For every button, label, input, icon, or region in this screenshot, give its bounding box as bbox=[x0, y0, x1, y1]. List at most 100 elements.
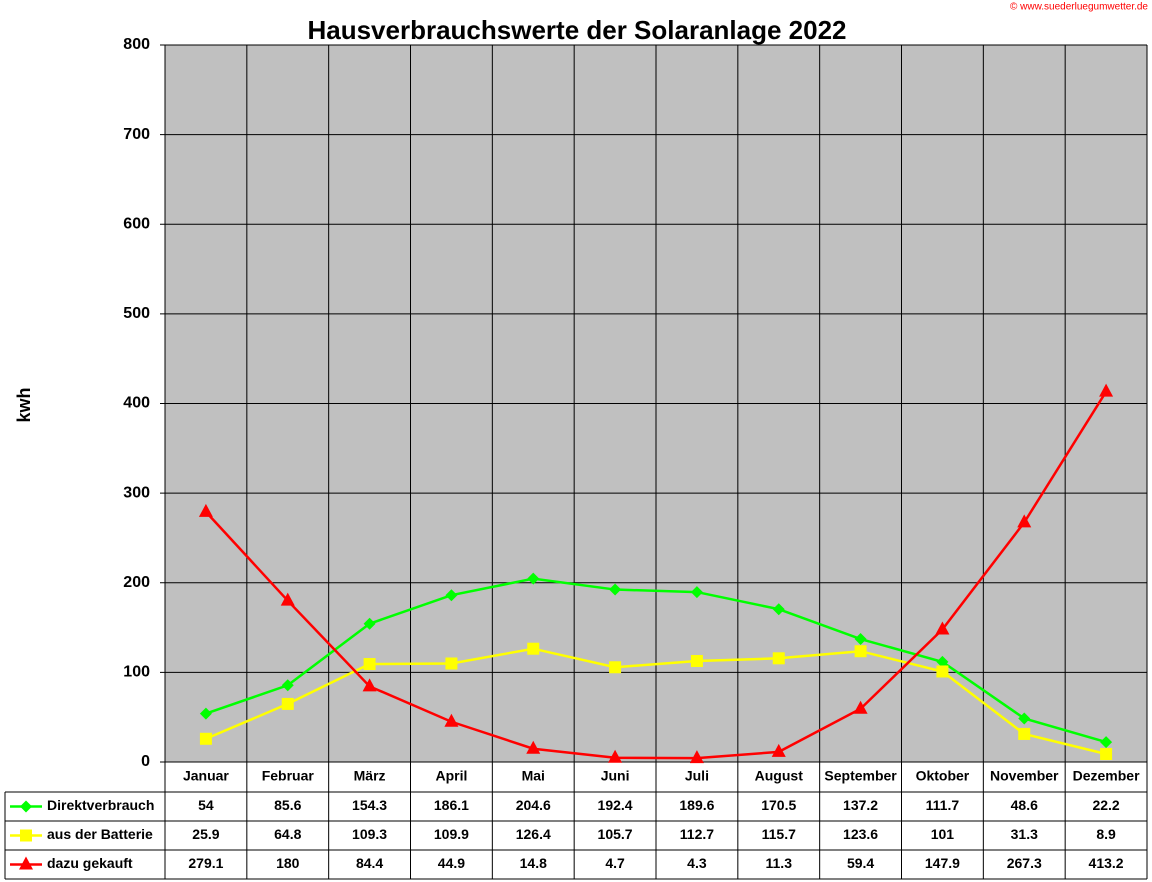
x-tick-label: November bbox=[990, 768, 1059, 784]
data-point bbox=[854, 645, 867, 658]
table-value: 4.3 bbox=[687, 855, 707, 871]
table-value: 109.3 bbox=[352, 826, 387, 842]
data-point bbox=[445, 657, 458, 670]
table-value: 267.3 bbox=[1007, 855, 1042, 871]
data-point bbox=[363, 658, 376, 671]
table-value: 109.9 bbox=[434, 826, 469, 842]
data-point bbox=[444, 713, 459, 727]
table-value: 126.4 bbox=[516, 826, 551, 842]
data-point bbox=[1018, 712, 1031, 725]
table-value: 101 bbox=[931, 826, 955, 842]
table-value: 85.6 bbox=[274, 797, 301, 813]
x-tick-label: August bbox=[755, 768, 804, 784]
table-value: 44.9 bbox=[438, 855, 465, 871]
table-value: 25.9 bbox=[192, 826, 219, 842]
y-tick-label: 700 bbox=[123, 126, 150, 143]
data-point bbox=[608, 749, 623, 763]
data-point bbox=[281, 679, 294, 692]
data-point bbox=[526, 740, 541, 754]
table-value: 105.7 bbox=[598, 826, 633, 842]
table-value: 54 bbox=[198, 797, 214, 813]
x-tick-label: September bbox=[824, 768, 897, 784]
table-value: 189.6 bbox=[679, 797, 714, 813]
table-value: 204.6 bbox=[516, 797, 551, 813]
data-point bbox=[771, 743, 786, 757]
data-point bbox=[199, 707, 212, 720]
table-value: 111.7 bbox=[926, 797, 960, 813]
y-axis-label: kwh bbox=[14, 387, 34, 422]
legend-label: dazu gekauft bbox=[47, 855, 133, 871]
table-value: 154.3 bbox=[352, 797, 387, 813]
chart-title: Hausverbrauchswerte der Solaranlage 2022 bbox=[307, 15, 846, 45]
y-tick-label: 100 bbox=[123, 664, 150, 681]
data-point bbox=[1017, 514, 1032, 528]
data-point bbox=[527, 572, 540, 585]
table-value: 59.4 bbox=[847, 855, 874, 871]
table-value: 48.6 bbox=[1011, 797, 1038, 813]
legend-marker bbox=[20, 829, 32, 842]
data-point bbox=[281, 697, 294, 710]
y-tick-label: 500 bbox=[123, 305, 150, 322]
x-tick-label: Februar bbox=[262, 768, 315, 784]
table-value: 186.1 bbox=[434, 797, 469, 813]
data-point bbox=[935, 621, 950, 635]
table-value: 413.2 bbox=[1089, 855, 1124, 871]
data-point bbox=[1100, 736, 1113, 749]
y-tick-label: 300 bbox=[123, 484, 150, 501]
x-tick-label: Oktober bbox=[916, 768, 970, 784]
x-tick-label: Dezember bbox=[1073, 768, 1140, 784]
data-point bbox=[772, 603, 785, 616]
table-value: 8.9 bbox=[1096, 826, 1116, 842]
table-value: 11.3 bbox=[766, 855, 793, 871]
data-point bbox=[609, 661, 622, 674]
table-value: 22.2 bbox=[1092, 797, 1119, 813]
data-point bbox=[1100, 748, 1113, 761]
table-value: 112.7 bbox=[680, 826, 714, 842]
watermark: © www.suederluegumwetter.de bbox=[1010, 2, 1148, 13]
table-value: 84.4 bbox=[356, 855, 383, 871]
data-point bbox=[772, 652, 785, 665]
x-tick-label: Januar bbox=[183, 768, 229, 784]
table-value: 123.6 bbox=[843, 826, 878, 842]
data-point bbox=[280, 592, 295, 606]
data-point bbox=[527, 642, 540, 655]
y-tick-label: 200 bbox=[123, 574, 150, 591]
data-point bbox=[609, 583, 622, 596]
data-point bbox=[690, 654, 703, 667]
legend-marker bbox=[19, 856, 33, 870]
x-tick-label: Mai bbox=[522, 768, 545, 784]
table-value: 64.8 bbox=[274, 826, 301, 842]
table-value: 14.8 bbox=[520, 855, 547, 871]
data-point bbox=[936, 655, 949, 668]
table-value: 170.5 bbox=[761, 797, 796, 813]
data-point bbox=[1099, 383, 1114, 397]
table-value: 180 bbox=[276, 855, 300, 871]
data-point bbox=[363, 617, 376, 630]
y-tick-label: 400 bbox=[123, 395, 150, 412]
data-point bbox=[199, 732, 212, 745]
data-point bbox=[1018, 727, 1031, 740]
data-point bbox=[689, 750, 704, 764]
y-tick-label: 0 bbox=[141, 753, 150, 770]
table-value: 31.3 bbox=[1011, 826, 1038, 842]
table-value: 115.7 bbox=[762, 826, 796, 842]
series-line bbox=[205, 577, 1107, 744]
data-point bbox=[854, 633, 867, 646]
y-tick-label: 600 bbox=[123, 215, 150, 232]
data-point bbox=[690, 586, 703, 599]
legend-marker bbox=[20, 800, 32, 813]
data-point bbox=[445, 589, 458, 602]
x-tick-label: März bbox=[354, 768, 386, 784]
x-tick-label: Juni bbox=[601, 768, 630, 784]
table-value: 4.7 bbox=[605, 855, 625, 871]
data-point bbox=[853, 700, 868, 714]
data-point bbox=[362, 678, 377, 692]
table-value: 137.2 bbox=[843, 797, 878, 813]
legend-label: Direktverbrauch bbox=[47, 797, 154, 813]
y-tick-label: 800 bbox=[123, 36, 150, 53]
series-line bbox=[204, 391, 1108, 760]
data-point bbox=[198, 503, 213, 517]
data-point bbox=[936, 665, 949, 678]
table-value: 192.4 bbox=[598, 797, 633, 813]
